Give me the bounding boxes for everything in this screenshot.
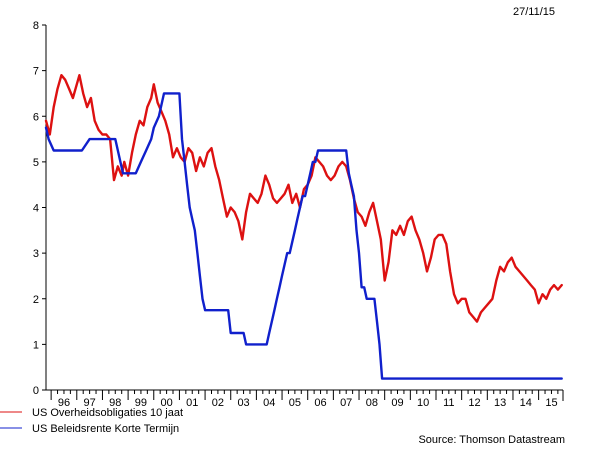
x-tick-label: 08 <box>366 397 378 409</box>
x-tick-label: 96 <box>58 397 70 409</box>
x-tick-label: 11 <box>443 397 454 409</box>
y-tick-label: 0 <box>33 385 39 397</box>
y-tick-label: 7 <box>33 66 39 78</box>
y-tick-label: 2 <box>33 294 39 306</box>
y-tick-label: 3 <box>33 248 39 260</box>
x-tick-label: 10 <box>417 397 429 409</box>
y-axis: 0 1 2 3 4 5 6 7 8 <box>33 20 46 397</box>
legend-label-series-1: US Beleidsrente Korte Termijn <box>32 423 179 435</box>
x-tick-label: 15 <box>545 397 557 409</box>
series-line-1 <box>44 92 563 380</box>
x-tick-label: 99 <box>135 397 147 409</box>
x-tick-label: 12 <box>468 397 480 409</box>
x-tick-label: 04 <box>263 397 275 409</box>
x-tick-label: 14 <box>520 397 532 409</box>
x-tick-label: 07 <box>340 397 352 409</box>
y-tick-label: 6 <box>33 111 39 123</box>
x-tick-label: 09 <box>391 397 403 409</box>
series-layer <box>44 73 563 380</box>
x-tick-label: 98 <box>109 397 121 409</box>
y-tick-label: 8 <box>33 20 39 32</box>
series-line-0 <box>44 73 563 323</box>
y-tick-label: 4 <box>33 203 39 215</box>
x-tick-label: 05 <box>289 397 301 409</box>
legend-label-series-0: US Overheidsobligaties 10 jaat <box>32 407 183 419</box>
plot-area <box>45 25 564 401</box>
x-tick-label: 13 <box>494 397 506 409</box>
date-label: 27/11/15 <box>513 6 555 18</box>
x-tick-label: 00 <box>160 397 172 409</box>
y-tick-label: 5 <box>33 157 39 169</box>
x-axis: 96 97 98 99 00 01 02 03 04 05 06 07 08 09 10 11 12 13 14 15 <box>50 390 559 409</box>
y-tick-label: 1 <box>33 339 39 351</box>
x-tick-label: 02 <box>212 397 224 409</box>
x-tick-label: 03 <box>237 397 249 409</box>
x-tick-label: 01 <box>186 397 198 409</box>
x-tick-label: 97 <box>83 397 95 409</box>
source-note: Source: Thomson Datastream <box>418 434 565 446</box>
x-tick-label: 06 <box>314 397 326 409</box>
legend: US Overheidsobligaties 10 jaat US Beleid… <box>0 407 183 435</box>
